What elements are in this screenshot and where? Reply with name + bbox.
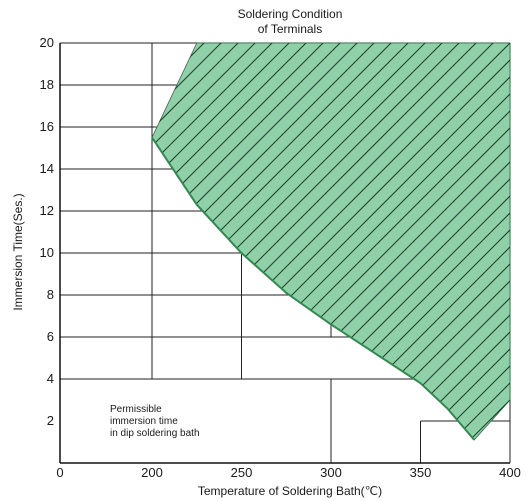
x-tick-label: 350	[410, 465, 432, 480]
y-tick-label: 8	[47, 287, 54, 302]
hatch-line	[152, 43, 374, 440]
hatch-line	[152, 43, 289, 440]
hatch-line	[422, 43, 510, 440]
hatch-line	[152, 43, 170, 440]
hatch-line	[152, 43, 187, 440]
tick-labels: 0 200 250 300 350 400 2 4 6 8 10 12 14 16 18 20	[40, 35, 521, 480]
y-tick-label: 12	[40, 203, 54, 218]
y-tick-label: 2	[47, 413, 54, 428]
x-tick-label: 200	[141, 465, 163, 480]
hatch-line	[152, 43, 510, 440]
boundary-curve	[151, 136, 475, 441]
x-axis-label: Temperature of Soldering Bath(℃)	[198, 484, 382, 498]
y-tick-label: 18	[40, 77, 54, 92]
hatch-line	[507, 43, 510, 440]
hatch-line	[152, 43, 204, 440]
hatch-line	[371, 43, 510, 440]
hatch-line	[152, 43, 510, 440]
x-tick-label: 300	[320, 465, 342, 480]
annotation-line-3: in dip soldering bath	[110, 428, 200, 439]
hatch-line	[152, 43, 323, 440]
hatch-line	[405, 43, 510, 440]
hatch-line	[152, 43, 476, 440]
y-tick-label: 16	[40, 119, 54, 134]
hatch-line	[152, 43, 357, 440]
x-tick-label: 250	[231, 465, 253, 480]
x-tick-label: 0	[56, 465, 63, 480]
hatch-line	[525, 10, 531, 470]
hatch-line	[152, 43, 272, 440]
chart-title-line-1: Soldering Condition	[238, 7, 343, 21]
hatch-line	[152, 43, 306, 440]
y-tick-label: 6	[47, 329, 54, 344]
annotation-line-2: immersion time	[110, 416, 178, 427]
hatch-line	[152, 43, 493, 440]
hatch-line	[152, 43, 255, 440]
x-tick-label: 400	[499, 465, 521, 480]
annotation-line-1: Permissible	[110, 404, 162, 415]
y-tick-label: 4	[47, 371, 54, 386]
y-axis-label: Immersion Time(Ses.)	[11, 193, 25, 310]
y-tick-label: 10	[40, 245, 54, 260]
y-tick-label: 20	[40, 35, 54, 50]
y-tick-label: 14	[40, 161, 54, 176]
hatch-line	[388, 43, 510, 440]
hatch-line	[152, 43, 340, 440]
plot-area	[151, 10, 531, 470]
axes	[59, 43, 510, 464]
chart-title-line-2: of Terminals	[258, 22, 322, 36]
